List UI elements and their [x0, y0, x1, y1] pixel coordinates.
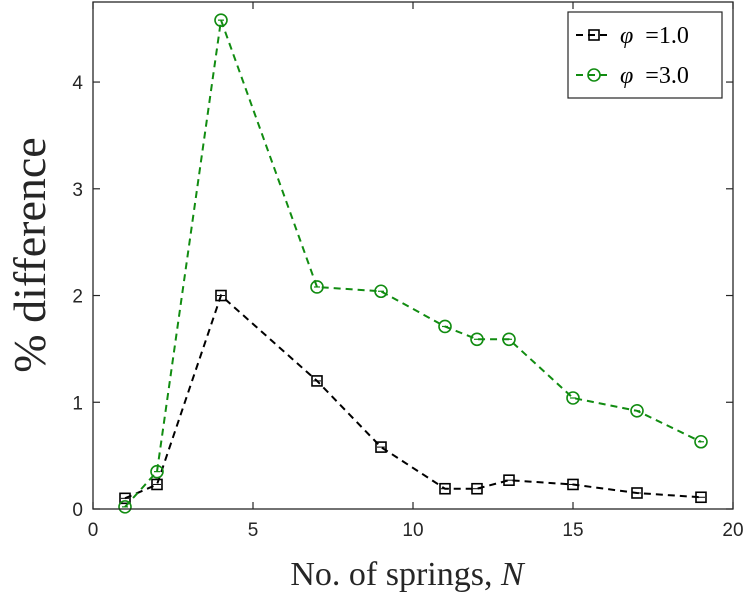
x-tick-label: 10 — [402, 520, 423, 541]
x-tick-label: 15 — [562, 520, 583, 541]
svg-text:φ =1.0: φ =1.0 — [620, 23, 689, 49]
legend-phi-series-1: φ — [620, 23, 633, 49]
data-point — [118, 500, 132, 514]
x-axis-label-text: No. of springs, — [290, 556, 501, 593]
data-point — [214, 13, 228, 27]
x-tick-label: 20 — [722, 520, 743, 541]
x-axis-label: No. of springs, N — [290, 556, 526, 593]
data-point — [215, 289, 227, 302]
data-point — [310, 280, 324, 294]
data-point — [311, 375, 323, 387]
data-point — [471, 482, 483, 495]
data-point — [630, 404, 644, 418]
data-point — [502, 332, 516, 347]
series-2 — [118, 13, 708, 514]
axis-layer: 0 5 10 15 20 0 1 2 3 4 — [72, 1, 744, 541]
data-point — [438, 319, 452, 334]
legend-square-marker — [588, 29, 600, 41]
x-tick-label: 0 — [88, 520, 99, 541]
x-axis-label-variable: N — [500, 556, 526, 593]
legend-value-series-2: =3.0 — [645, 63, 689, 89]
svg-text:φ =3.0: φ =3.0 — [620, 63, 689, 89]
data-point — [694, 434, 708, 449]
series-1 — [119, 289, 707, 505]
data-point — [503, 474, 515, 486]
series-layer — [118, 13, 708, 514]
y-tick-label: 4 — [72, 73, 83, 94]
data-point — [439, 482, 451, 495]
data-point — [695, 491, 707, 504]
data-point — [375, 441, 387, 453]
data-point — [150, 464, 164, 479]
legend-circle-marker — [587, 68, 601, 82]
legend-box — [567, 11, 723, 99]
y-tick-label: 0 — [72, 500, 83, 521]
y-tick-label: 3 — [72, 180, 83, 201]
data-point — [566, 391, 580, 405]
y-axis-label: % difference — [4, 137, 55, 372]
data-point — [374, 284, 388, 299]
data-point — [470, 332, 484, 347]
legend: φ =1.0 φ =3.0 — [567, 11, 723, 99]
y-tick-label: 1 — [72, 393, 83, 414]
data-point — [631, 487, 643, 499]
data-point — [119, 492, 131, 505]
y-tick-label: 2 — [72, 287, 83, 308]
data-point — [567, 478, 579, 491]
legend-phi-series-2: φ — [620, 63, 633, 89]
x-tick-label: 5 — [248, 520, 259, 541]
legend-value-series-1: =1.0 — [645, 23, 689, 49]
legend-entry-series-1: φ =1.0 — [576, 23, 689, 49]
data-point — [151, 478, 163, 491]
legend-entry-series-2: φ =3.0 — [576, 63, 689, 89]
